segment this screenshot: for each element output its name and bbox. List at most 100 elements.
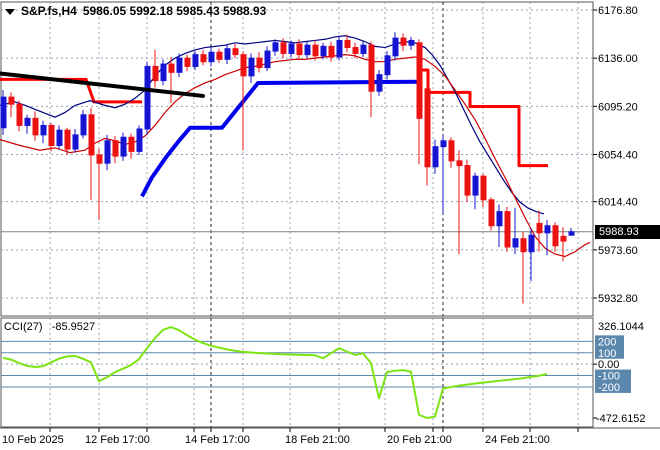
candle-up: [120, 136, 127, 157]
indicator-label: CCI(27) -85.9527: [4, 321, 95, 333]
candle-down: [312, 44, 319, 57]
time-label: 12 Feb 17:00: [85, 434, 150, 446]
price-tick-label: 6176.80: [598, 5, 638, 17]
candle-down: [128, 136, 135, 152]
candle-up: [544, 225, 551, 234]
candle-down: [352, 47, 359, 54]
ohlc-values-label: 5986.05 5992.18 5985.43 5988.93: [82, 4, 267, 18]
candle-down: [560, 235, 567, 242]
candle-down: [424, 88, 431, 168]
candle-up: [192, 54, 199, 67]
candle-up: [72, 134, 79, 150]
candle-down: [184, 57, 191, 67]
candle-up: [176, 57, 183, 73]
candle-down: [8, 96, 15, 105]
candle-down: [488, 199, 495, 227]
candle-down: [88, 114, 95, 156]
candle-up: [392, 37, 399, 57]
candle-down: [280, 42, 287, 54]
candle-up: [136, 128, 143, 152]
cci-line: [2, 326, 548, 419]
candle-up: [160, 63, 167, 82]
indicator-panel-border: [0, 317, 594, 428]
price-tick-label: 6095.20: [598, 101, 638, 113]
cci-level-badge: [595, 380, 631, 393]
candle-down: [416, 42, 423, 119]
candle-down: [256, 57, 263, 69]
candle-up: [0, 96, 7, 129]
indicator-value: -85.9527: [51, 321, 96, 333]
candle-down: [456, 160, 463, 167]
candle-up: [440, 140, 447, 148]
candle-down: [48, 124, 55, 147]
candle-down: [96, 154, 103, 164]
candle-down: [344, 39, 351, 49]
time-label: 10 Feb 2025: [2, 434, 64, 446]
cci-level-label: -200: [598, 382, 620, 394]
time-label: 14 Feb 17:00: [185, 434, 250, 446]
candle-down: [448, 140, 455, 162]
candle-down: [552, 225, 559, 247]
candle-up: [384, 55, 391, 76]
current-price-badge: 5988.93: [595, 225, 660, 239]
candle-up: [432, 146, 439, 168]
candle-up: [40, 124, 47, 136]
candle-up: [248, 57, 255, 77]
price-tick-label: 6054.40: [598, 149, 638, 161]
candle-down: [200, 54, 207, 63]
candle-down: [168, 63, 175, 73]
candle-down: [536, 222, 543, 234]
red-trailing-stop-line-2: [422, 68, 548, 168]
cci-level-label: 100: [598, 348, 616, 360]
cci-level-label: -100: [598, 371, 620, 383]
candle-down: [400, 37, 407, 46]
candle-up: [568, 231, 575, 236]
indicator-name: CCI(27): [4, 321, 43, 333]
cci-level-badge: [595, 335, 624, 348]
candle-down: [112, 140, 119, 157]
time-label: 24 Feb 21:00: [485, 434, 550, 446]
cci-level-label: 200: [598, 336, 616, 348]
candle-up: [224, 48, 231, 60]
time-label: 20 Feb 21:00: [387, 434, 452, 446]
candle-up: [496, 211, 503, 227]
candle-down: [296, 43, 303, 56]
main-chart-border: [0, 1, 594, 317]
price-tick-label: 6136.00: [598, 53, 638, 65]
candle-down: [232, 48, 239, 56]
candle-down: [32, 117, 39, 136]
candle-up: [528, 234, 535, 253]
candle-down: [328, 45, 335, 58]
candle-down: [480, 175, 487, 201]
cci-level-badge: [595, 369, 631, 382]
blue-support-step-line: [140, 79, 421, 198]
cci-scale-max-label: 326.1044: [598, 321, 644, 333]
cci-scale-min-label: -472.6152: [596, 413, 646, 425]
candle-up: [304, 44, 311, 56]
symbol-dropdown-icon[interactable]: [5, 9, 15, 15]
candle-up: [320, 45, 327, 57]
candle-up: [264, 50, 271, 69]
candle-up: [56, 129, 63, 147]
chart-title-bar: S&P.fs,H4 5986.05 5992.18 5985.43 5988.9…: [5, 4, 266, 18]
candle-up: [208, 51, 215, 63]
candle-down: [368, 44, 375, 92]
candle-down: [216, 51, 223, 60]
cci-level-badge: [595, 346, 624, 359]
price-tick-label: 5973.60: [598, 245, 638, 257]
candle-up: [360, 44, 367, 54]
candle-up: [272, 42, 279, 52]
time-label: 18 Feb 21:00: [285, 434, 350, 446]
candle-up: [288, 43, 295, 54]
candle-down: [520, 238, 527, 253]
candle-up: [408, 39, 415, 46]
cci-zero-label: 0.00: [598, 359, 619, 371]
candle-down: [64, 129, 71, 150]
candle-down: [152, 65, 159, 82]
candle-up: [336, 39, 343, 58]
price-tick-label: 5932.80: [598, 293, 638, 305]
candle-up: [104, 140, 111, 164]
symbol-timeframe-label: S&P.fs,H4: [21, 4, 77, 18]
